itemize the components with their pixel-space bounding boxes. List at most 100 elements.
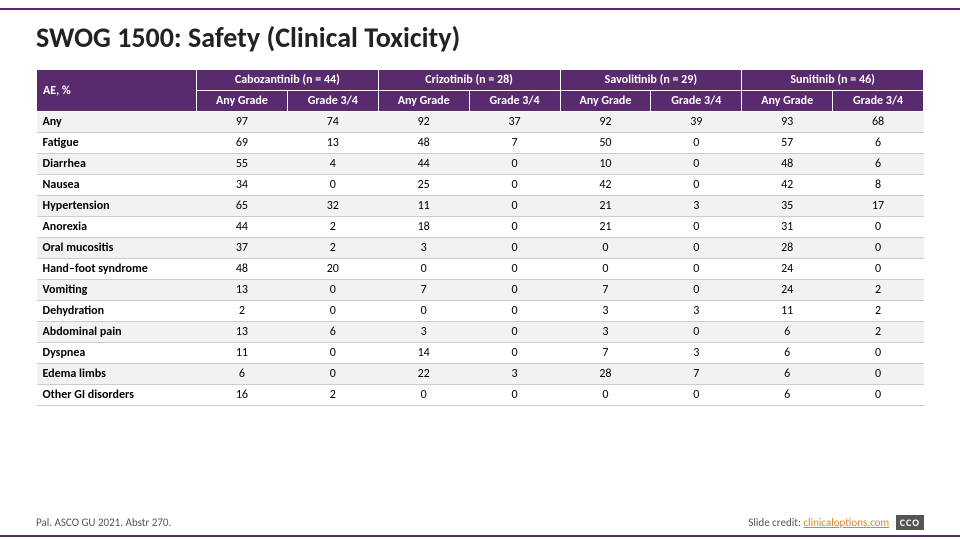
credit-link[interactable]: clinicaloptions.com [803,516,889,529]
value-cell: 0 [378,259,469,280]
value-cell: 44 [197,217,288,238]
bottom-accent-line [0,535,960,537]
value-cell: 2 [833,322,924,343]
value-cell: 22 [378,364,469,385]
value-cell: 3 [651,196,742,217]
value-cell: 92 [560,112,651,133]
value-cell: 68 [833,112,924,133]
slide: SWOG 1500: Safety (Clinical Toxicity) AE… [0,0,960,540]
value-cell: 0 [469,175,560,196]
table-row: Hypertension65321102133517 [37,196,924,217]
ae-label: Edema limbs [37,364,197,385]
value-cell: 34 [197,175,288,196]
value-cell: 37 [197,238,288,259]
value-cell: 2 [287,217,378,238]
value-cell: 11 [378,196,469,217]
table-row: Fatigue6913487500576 [37,133,924,154]
value-cell: 32 [287,196,378,217]
value-cell: 0 [469,385,560,406]
value-cell: 74 [287,112,378,133]
value-cell: 7 [651,364,742,385]
safety-table: AE, % Cabozantinib (n = 44) Crizotinib (… [36,69,924,406]
footer: Pal. ASCO GU 2021. Abstr 270. Slide cred… [36,515,924,530]
value-cell: 6 [742,322,833,343]
sub-header: Grade 3/4 [469,91,560,112]
value-cell: 0 [833,259,924,280]
table-row: Diarrhea554440100486 [37,154,924,175]
table-row: Hand–foot syndrome48200000240 [37,259,924,280]
sub-header: Any Grade [560,91,651,112]
value-cell: 3 [378,238,469,259]
value-cell: 16 [197,385,288,406]
table-row: Edema limbs6022328760 [37,364,924,385]
value-cell: 42 [742,175,833,196]
value-cell: 21 [560,196,651,217]
value-cell: 11 [197,343,288,364]
table-row: Nausea340250420428 [37,175,924,196]
value-cell: 3 [560,301,651,322]
value-cell: 0 [560,259,651,280]
value-cell: 10 [560,154,651,175]
value-cell: 0 [469,301,560,322]
value-cell: 13 [197,322,288,343]
value-cell: 6 [742,385,833,406]
drug-header: Crizotinib (n = 28) [378,70,560,91]
page-title: SWOG 1500: Safety (Clinical Toxicity) [36,20,924,55]
value-cell: 13 [197,280,288,301]
ae-label: Any [37,112,197,133]
drug-header: Sunitinib (n = 46) [742,70,924,91]
value-cell: 7 [560,343,651,364]
sub-header: Any Grade [742,91,833,112]
value-cell: 35 [742,196,833,217]
value-cell: 0 [287,364,378,385]
value-cell: 0 [287,175,378,196]
value-cell: 69 [197,133,288,154]
value-cell: 6 [287,322,378,343]
value-cell: 93 [742,112,833,133]
value-cell: 7 [560,280,651,301]
table-body: Any9774923792399368Fatigue6913487500576D… [37,112,924,406]
value-cell: 28 [560,364,651,385]
value-cell: 7 [469,133,560,154]
value-cell: 2 [287,238,378,259]
top-accent-line [0,8,960,10]
value-cell: 48 [742,154,833,175]
ae-label: Nausea [37,175,197,196]
value-cell: 2 [197,301,288,322]
table-row: Abdominal pain136303062 [37,322,924,343]
value-cell: 0 [469,280,560,301]
sub-header: Grade 3/4 [287,91,378,112]
value-cell: 50 [560,133,651,154]
ae-label: Diarrhea [37,154,197,175]
slide-credit: Slide credit: clinicaloptions.com CCO [748,515,924,530]
value-cell: 0 [833,343,924,364]
ae-label: Vomiting [37,280,197,301]
ae-label: Other GI disorders [37,385,197,406]
value-cell: 0 [651,259,742,280]
value-cell: 3 [469,364,560,385]
value-cell: 39 [651,112,742,133]
value-cell: 0 [651,322,742,343]
value-cell: 0 [833,364,924,385]
value-cell: 0 [378,385,469,406]
sub-header: Grade 3/4 [833,91,924,112]
value-cell: 97 [197,112,288,133]
value-cell: 28 [742,238,833,259]
value-cell: 6 [742,364,833,385]
value-cell: 0 [833,217,924,238]
table-row: Any9774923792399368 [37,112,924,133]
value-cell: 3 [560,322,651,343]
table-row: Anorexia442180210310 [37,217,924,238]
table-row: Dyspnea1101407360 [37,343,924,364]
value-cell: 18 [378,217,469,238]
value-cell: 11 [742,301,833,322]
drug-header: Savolitinib (n = 29) [560,70,742,91]
ae-label: Anorexia [37,217,197,238]
value-cell: 3 [378,322,469,343]
ae-label: Oral mucositis [37,238,197,259]
ae-label: Dehydration [37,301,197,322]
sub-header: Grade 3/4 [651,91,742,112]
value-cell: 13 [287,133,378,154]
value-cell: 92 [378,112,469,133]
table-row: Other GI disorders162000060 [37,385,924,406]
